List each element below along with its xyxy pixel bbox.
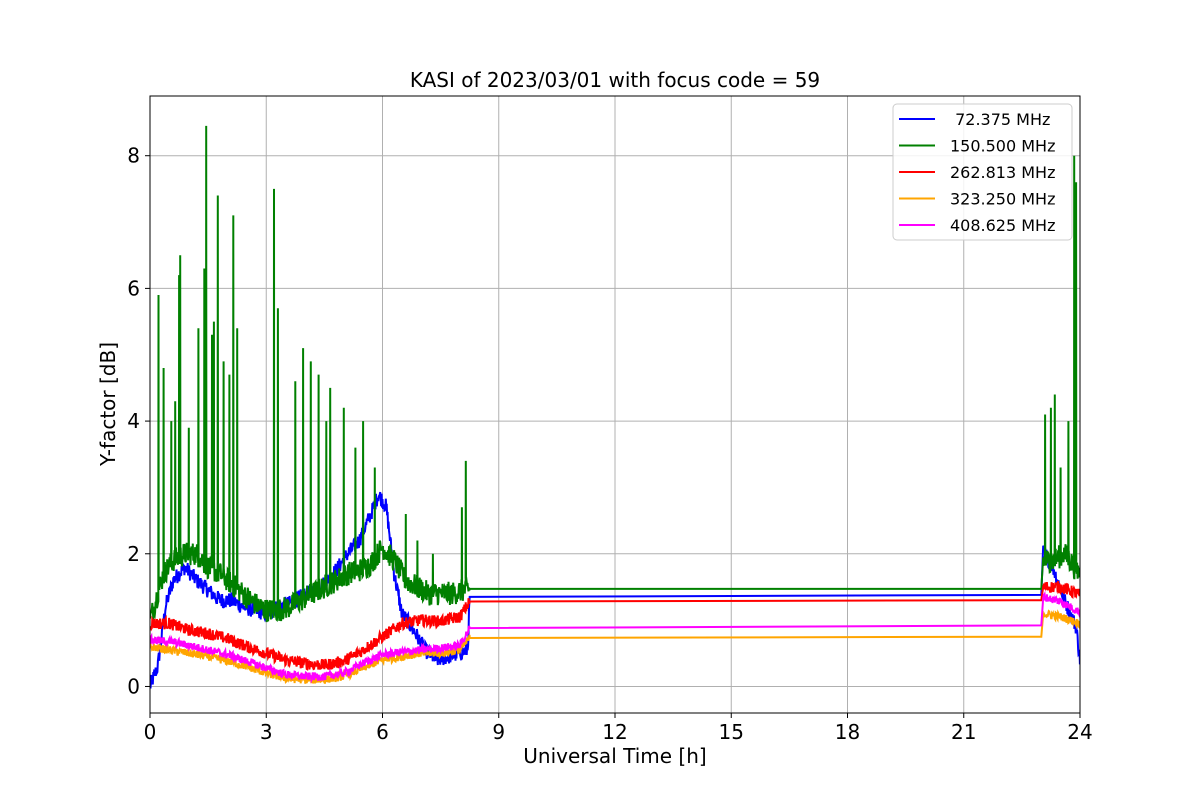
x-tick-label: 9	[492, 720, 505, 744]
series-lines	[150, 125, 1080, 689]
y-tick-label: 4	[127, 409, 140, 433]
x-tick-label: 15	[719, 720, 744, 744]
y-tick-label: 8	[127, 144, 140, 168]
legend: 72.375 MHz 150.500 MHz 262.813 MHz 323.250 …	[892, 103, 1073, 241]
series-line-1	[150, 125, 1080, 623]
x-axis-label: Universal Time [h]	[523, 744, 706, 768]
x-tick-label: 6	[376, 720, 389, 744]
series-line-3	[150, 609, 1080, 685]
y-tick-label: 0	[127, 674, 140, 698]
series-line-2	[150, 580, 1080, 671]
y-tick-label: 2	[127, 542, 140, 566]
x-tick-label: 12	[602, 720, 627, 744]
legend-label: 323.250 MHz	[950, 190, 1055, 209]
chart-title: KASI of 2023/03/01 with focus code = 59	[410, 68, 820, 92]
y-axis-label: Y-factor [dB]	[96, 342, 120, 467]
x-tick-label: 18	[835, 720, 860, 744]
legend-label: 72.375 MHz	[950, 110, 1050, 129]
legend-label: 262.813 MHz	[950, 163, 1055, 182]
x-tick-label: 3	[260, 720, 273, 744]
legend-label: 150.500 MHz	[950, 137, 1055, 156]
legend-label: 408.625 MHz	[950, 216, 1055, 235]
x-tick-label: 24	[1067, 720, 1092, 744]
x-tick-label: 21	[951, 720, 976, 744]
x-tick-label: 0	[144, 720, 157, 744]
series-line-4	[150, 590, 1080, 684]
legend-box	[892, 103, 1073, 241]
y-tick-label: 6	[127, 276, 140, 300]
